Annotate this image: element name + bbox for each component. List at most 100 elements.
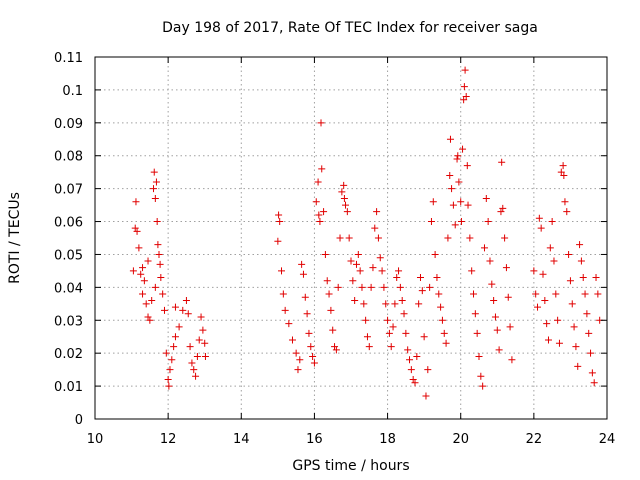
data-point (182, 297, 190, 305)
data-point (541, 297, 549, 305)
data-point (338, 188, 346, 196)
data-point (581, 290, 589, 298)
data-point (378, 267, 386, 275)
data-point (488, 280, 496, 288)
data-point (347, 257, 355, 265)
data-point (150, 185, 158, 193)
data-point (468, 267, 476, 275)
data-point (367, 283, 375, 291)
data-point (576, 241, 584, 249)
data-point (298, 260, 306, 268)
data-point (455, 178, 463, 186)
data-point (166, 366, 174, 374)
data-point (532, 290, 540, 298)
data-point (199, 326, 207, 334)
data-point (362, 316, 370, 324)
data-point (340, 195, 348, 203)
data-point (442, 339, 450, 347)
data-point (464, 201, 472, 209)
data-point (294, 366, 302, 374)
chart-title: Day 198 of 2017, Rate Of TEC Index for r… (162, 20, 538, 36)
data-point (139, 290, 147, 298)
data-point (498, 158, 506, 166)
data-point (360, 300, 368, 308)
data-point (470, 290, 478, 298)
data-point (352, 260, 360, 268)
data-point (315, 211, 323, 219)
y-tick-label: 0.07 (54, 183, 83, 198)
data-point (342, 201, 350, 209)
data-point (530, 267, 538, 275)
data-point (164, 376, 172, 384)
data-point (427, 218, 435, 226)
data-point (415, 300, 423, 308)
data-point (151, 195, 159, 203)
data-point (435, 290, 443, 298)
data-point (389, 323, 397, 331)
data-point (537, 224, 545, 232)
data-point (504, 293, 512, 301)
data-point (201, 352, 209, 360)
data-point (539, 270, 547, 278)
data-point (159, 290, 167, 298)
data-point (363, 333, 371, 341)
data-point (162, 349, 170, 357)
data-point (462, 92, 470, 100)
data-point (135, 244, 143, 252)
data-point (281, 306, 289, 314)
data-point (323, 277, 331, 285)
data-point (568, 300, 576, 308)
y-tick-label: 0.03 (54, 314, 83, 329)
data-point (188, 359, 196, 367)
data-points (129, 66, 604, 400)
data-point (572, 343, 580, 351)
data-point (318, 165, 326, 173)
data-point (168, 356, 176, 364)
data-point (170, 343, 178, 351)
data-point (555, 339, 563, 347)
data-point (437, 303, 445, 311)
data-point (402, 329, 410, 337)
data-point (369, 264, 377, 272)
data-point (343, 208, 351, 216)
data-point (275, 211, 283, 219)
data-point (144, 313, 152, 321)
data-point (303, 310, 311, 318)
data-point (274, 237, 282, 245)
data-point (544, 336, 552, 344)
data-point (160, 306, 168, 314)
data-point (590, 379, 598, 387)
data-point (340, 181, 348, 189)
x-tick-label: 20 (452, 432, 469, 447)
data-point (150, 168, 158, 176)
data-point (317, 119, 325, 127)
data-point (574, 362, 582, 370)
data-point (566, 277, 574, 285)
data-point (446, 171, 454, 179)
data-point (431, 250, 439, 258)
data-point (409, 376, 417, 384)
data-point (192, 372, 200, 380)
data-point (171, 303, 179, 311)
data-point (561, 198, 569, 206)
data-point (327, 306, 335, 314)
x-tick-label: 14 (233, 432, 250, 447)
data-point (391, 300, 399, 308)
data-point (157, 273, 165, 281)
data-point (440, 329, 448, 337)
data-point (155, 250, 163, 258)
data-point (197, 313, 205, 321)
data-point (148, 297, 156, 305)
data-point (299, 270, 307, 278)
data-point (426, 283, 434, 291)
data-point (479, 382, 487, 390)
data-point (373, 208, 381, 216)
data-point (543, 320, 551, 328)
data-point (463, 162, 471, 170)
data-point (153, 218, 161, 226)
data-point (140, 277, 148, 285)
y-axis-label: ROTI / TECUs (7, 192, 23, 284)
data-point (451, 221, 459, 229)
data-point (413, 352, 421, 360)
data-point (312, 198, 320, 206)
